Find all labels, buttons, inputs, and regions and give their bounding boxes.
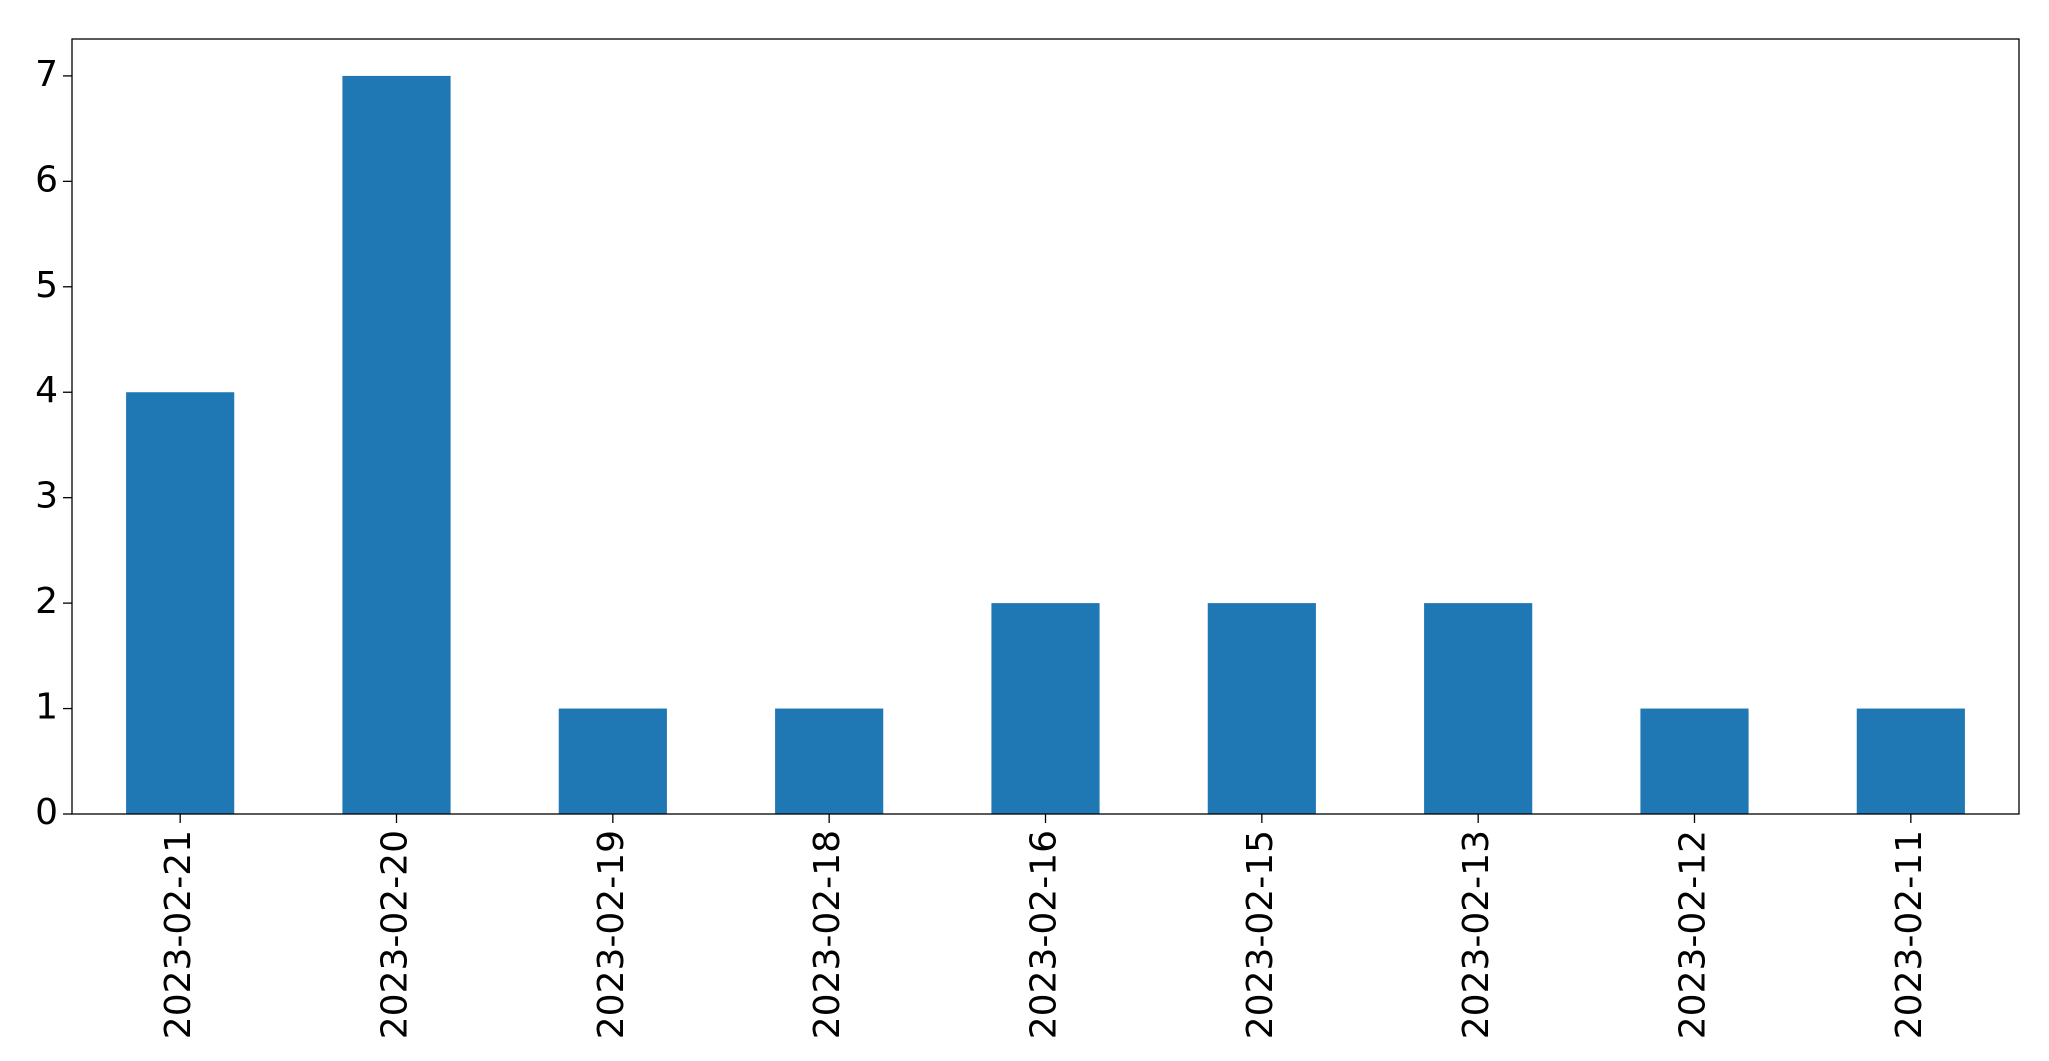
- x-tick-label: 2023-02-13: [1456, 830, 1497, 1039]
- x-tick-label: 2023-02-11: [1889, 830, 1930, 1039]
- bar: [991, 603, 1100, 814]
- bar: [1856, 708, 1965, 814]
- x-tick-label: 2023-02-16: [1024, 830, 1065, 1039]
- y-tick-label: 3: [35, 476, 58, 517]
- x-tick-label: 2023-02-21: [158, 830, 199, 1039]
- y-tick-label: 0: [35, 792, 58, 833]
- bar: [342, 75, 451, 814]
- x-tick-label: 2023-02-12: [1673, 830, 1714, 1039]
- bar: [1640, 708, 1749, 814]
- axes-frame: [71, 38, 2020, 815]
- x-tick-label: 2023-02-19: [591, 830, 632, 1039]
- x-tick-label: 2023-02-20: [375, 830, 416, 1039]
- x-tick-label: 2023-02-15: [1240, 830, 1281, 1039]
- bar: [1207, 603, 1316, 814]
- bar: [126, 392, 235, 814]
- y-tick-label: 7: [35, 54, 58, 95]
- y-tick-label: 1: [35, 687, 58, 728]
- x-tick-label: 2023-02-18: [807, 830, 848, 1039]
- y-tick-label: 4: [35, 370, 58, 411]
- y-tick-label: 2: [35, 581, 58, 622]
- bar: [558, 708, 667, 814]
- y-tick-label: 5: [35, 265, 58, 306]
- bar: [775, 708, 884, 814]
- bar: [1424, 603, 1533, 814]
- y-tick-label: 6: [35, 159, 58, 200]
